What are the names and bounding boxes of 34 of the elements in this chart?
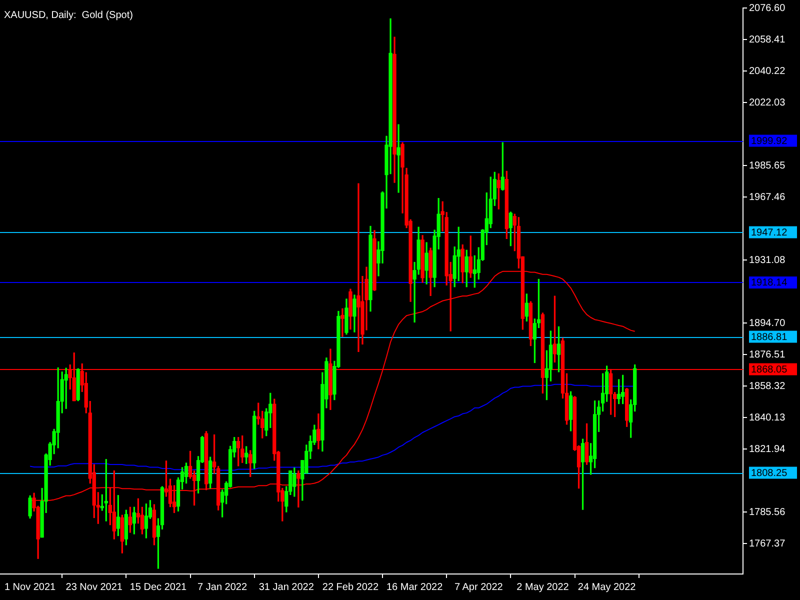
ref-line-label: 1918.14: [751, 278, 788, 289]
x-tick-label: 23 Nov 2021: [66, 582, 123, 593]
y-tick-label: 1821.94: [749, 444, 786, 455]
y-tick-label: 1894.70: [749, 318, 786, 329]
x-tick-label: 22 Feb 2022: [322, 582, 379, 593]
y-tick-label: 1876.51: [749, 349, 786, 360]
ref-line-label: 1808.25: [751, 468, 788, 480]
candlestick: [396, 124, 400, 193]
y-tick-label: 1767.37: [749, 538, 786, 550]
y-tick-label: 2058.41: [749, 34, 786, 46]
y-tick-label: 2076.60: [749, 2, 786, 14]
x-tick-label: 15 Dec 2021: [130, 582, 187, 593]
chart-title: XAUUSD, Daily: Gold (Spot): [4, 10, 133, 21]
y-tick-label: 1858.32: [749, 380, 786, 392]
y-tick-label: 1840.13: [749, 412, 786, 424]
x-tick-label: 24 May 2022: [578, 582, 636, 593]
x-tick-label: 31 Jan 2022: [258, 582, 314, 593]
x-tick-label: 16 Mar 2022: [386, 582, 444, 593]
y-tick-label: 2022.03: [749, 97, 786, 108]
y-tick-label: 1931.08: [749, 254, 786, 266]
y-tick-label: 1985.65: [749, 160, 786, 172]
ref-line-label: 1868.05: [751, 364, 788, 376]
y-tick-label: 2040.22: [749, 66, 786, 77]
x-tick-label: 7 Jan 2022: [198, 582, 248, 593]
y-tick-label: 1967.46: [749, 192, 786, 203]
ref-line-label: 1886.81: [751, 332, 788, 343]
x-tick-label: 2 May 2022: [516, 582, 570, 593]
x-tick-label: 7 Apr 2022: [454, 582, 504, 593]
ref-line-label: 1947.12: [751, 228, 788, 238]
candlestick: [356, 183, 360, 352]
candlestick: [340, 308, 344, 337]
ref-line-label: 1999.92: [751, 136, 788, 148]
x-tick-label: 1 Nov 2021: [4, 582, 56, 593]
y-tick-label: 1785.56: [749, 506, 786, 518]
